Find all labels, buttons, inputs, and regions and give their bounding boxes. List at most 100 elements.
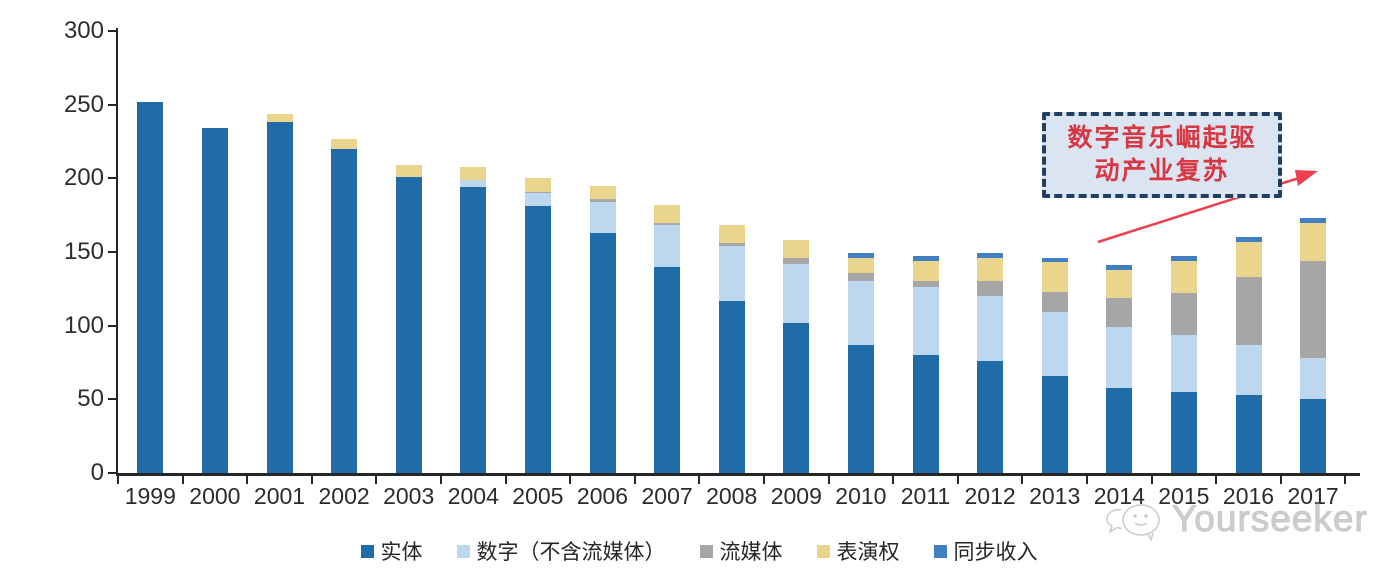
bar-segment bbox=[1235, 241, 1262, 278]
y-axis-label: 50 bbox=[77, 385, 104, 413]
bar-segment bbox=[460, 179, 487, 188]
watermark: Yourseeker bbox=[1104, 496, 1368, 542]
bar-segment bbox=[912, 256, 939, 261]
x-axis-tick bbox=[633, 476, 636, 484]
bar-segment bbox=[977, 281, 1004, 297]
bar-segment bbox=[977, 253, 1004, 258]
bar-segment bbox=[977, 361, 1004, 473]
bar-segment bbox=[395, 176, 422, 473]
legend-swatch bbox=[933, 544, 947, 558]
legend-swatch bbox=[699, 544, 713, 558]
x-axis-label: 2008 bbox=[706, 483, 758, 509]
x-axis-label: 2002 bbox=[318, 483, 370, 509]
bar-segment bbox=[847, 344, 874, 473]
y-axis-label: 250 bbox=[63, 90, 104, 118]
bar-segment bbox=[1106, 265, 1133, 270]
bar-segment bbox=[266, 113, 293, 123]
y-axis-tick bbox=[108, 30, 117, 32]
bar-segment bbox=[783, 257, 810, 264]
bar-segment bbox=[654, 204, 681, 223]
y-axis-label: 0 bbox=[90, 459, 104, 486]
x-axis-tick bbox=[1279, 476, 1282, 484]
x-axis-tick bbox=[698, 476, 701, 484]
x-axis-label: 2003 bbox=[383, 483, 435, 509]
legend-item: 数字（不含流媒体） bbox=[456, 536, 666, 566]
bar-segment bbox=[589, 185, 616, 199]
bar-segment bbox=[847, 253, 874, 258]
bar-segment bbox=[1170, 260, 1197, 294]
bar-segment bbox=[912, 260, 939, 282]
x-axis-tick bbox=[1215, 476, 1218, 484]
bar-segment bbox=[1106, 269, 1133, 298]
y-axis-tick bbox=[108, 103, 117, 106]
y-axis-tick bbox=[108, 472, 117, 474]
y-axis-label: 100 bbox=[63, 311, 104, 339]
x-axis-tick bbox=[181, 476, 184, 484]
legend-item: 同步收入 bbox=[933, 536, 1038, 566]
x-axis-label: 2009 bbox=[770, 483, 822, 509]
bar-segment bbox=[783, 263, 810, 323]
legend-label: 同步收入 bbox=[953, 540, 1038, 564]
legend-item: 流媒体 bbox=[699, 536, 783, 566]
bar-segment bbox=[1170, 256, 1197, 261]
bar-segment bbox=[718, 300, 745, 473]
legend-swatch bbox=[816, 544, 830, 558]
bar-segment bbox=[589, 232, 616, 473]
x-axis-tick bbox=[375, 476, 378, 484]
bar-segment bbox=[718, 246, 745, 301]
bar-segment bbox=[524, 178, 551, 192]
bar-segment bbox=[654, 266, 681, 473]
bar-segment bbox=[137, 101, 164, 473]
bar-segment bbox=[718, 225, 745, 244]
watermark-text: Yourseeker bbox=[1172, 498, 1368, 540]
x-axis-tick bbox=[1150, 476, 1153, 484]
bar-segment bbox=[1300, 222, 1327, 261]
x-axis-label: 2017 bbox=[1287, 483, 1339, 509]
bar-segment bbox=[1106, 387, 1133, 473]
bar-segment bbox=[1170, 334, 1197, 392]
x-axis-tick bbox=[246, 476, 249, 484]
bar-segment bbox=[1300, 358, 1327, 400]
bar-segment bbox=[524, 191, 551, 194]
bar-segment bbox=[524, 193, 551, 207]
legend-label: 实体 bbox=[380, 540, 423, 564]
bar-segment bbox=[331, 148, 358, 473]
annotation-callout: 数字音乐崛起驱 动产业复苏 bbox=[1042, 112, 1282, 198]
x-axis-label: 2012 bbox=[964, 483, 1016, 509]
bar-segment bbox=[1235, 394, 1262, 473]
x-axis-tick bbox=[117, 476, 119, 484]
y-axis bbox=[116, 28, 118, 475]
chat-bubbles-logo-icon bbox=[1106, 504, 1160, 542]
bar-segment bbox=[912, 281, 939, 288]
bar-segment bbox=[977, 257, 1004, 282]
x-axis-tick bbox=[827, 476, 830, 484]
legend-swatch bbox=[456, 544, 470, 558]
bar-segment bbox=[1170, 391, 1197, 473]
bar-segment bbox=[395, 165, 422, 177]
bar-segment bbox=[1041, 262, 1068, 292]
bar-segment bbox=[1300, 218, 1327, 223]
legend-label: 流媒体 bbox=[719, 540, 783, 564]
x-axis-tick bbox=[763, 476, 765, 484]
x-axis-tick bbox=[892, 476, 895, 484]
x-axis-tick bbox=[1086, 476, 1088, 484]
bar-segment bbox=[1106, 327, 1133, 388]
bar-segment bbox=[589, 198, 616, 202]
x-axis-label: 2000 bbox=[189, 483, 241, 509]
x-axis-label: 2011 bbox=[900, 483, 951, 509]
bar-segment bbox=[1235, 344, 1262, 395]
x-axis bbox=[116, 473, 1360, 476]
y-axis-tick bbox=[108, 324, 117, 327]
bar-segment bbox=[331, 138, 358, 149]
x-axis-label: 2010 bbox=[835, 483, 887, 509]
x-axis-tick bbox=[440, 476, 442, 484]
bar-segment bbox=[1235, 277, 1262, 345]
x-axis-tick bbox=[504, 476, 507, 484]
bar-segment bbox=[1170, 293, 1197, 335]
bar-segment bbox=[654, 222, 681, 226]
bar-segment bbox=[589, 201, 616, 233]
chart-legend: 实体 数字（不含流媒体） 流媒体 表演权 同步收入 bbox=[0, 536, 1398, 566]
bar-segment bbox=[1041, 257, 1068, 263]
bar-segment bbox=[1041, 291, 1068, 313]
annotation-line-2: 动产业复苏 bbox=[1094, 158, 1230, 185]
